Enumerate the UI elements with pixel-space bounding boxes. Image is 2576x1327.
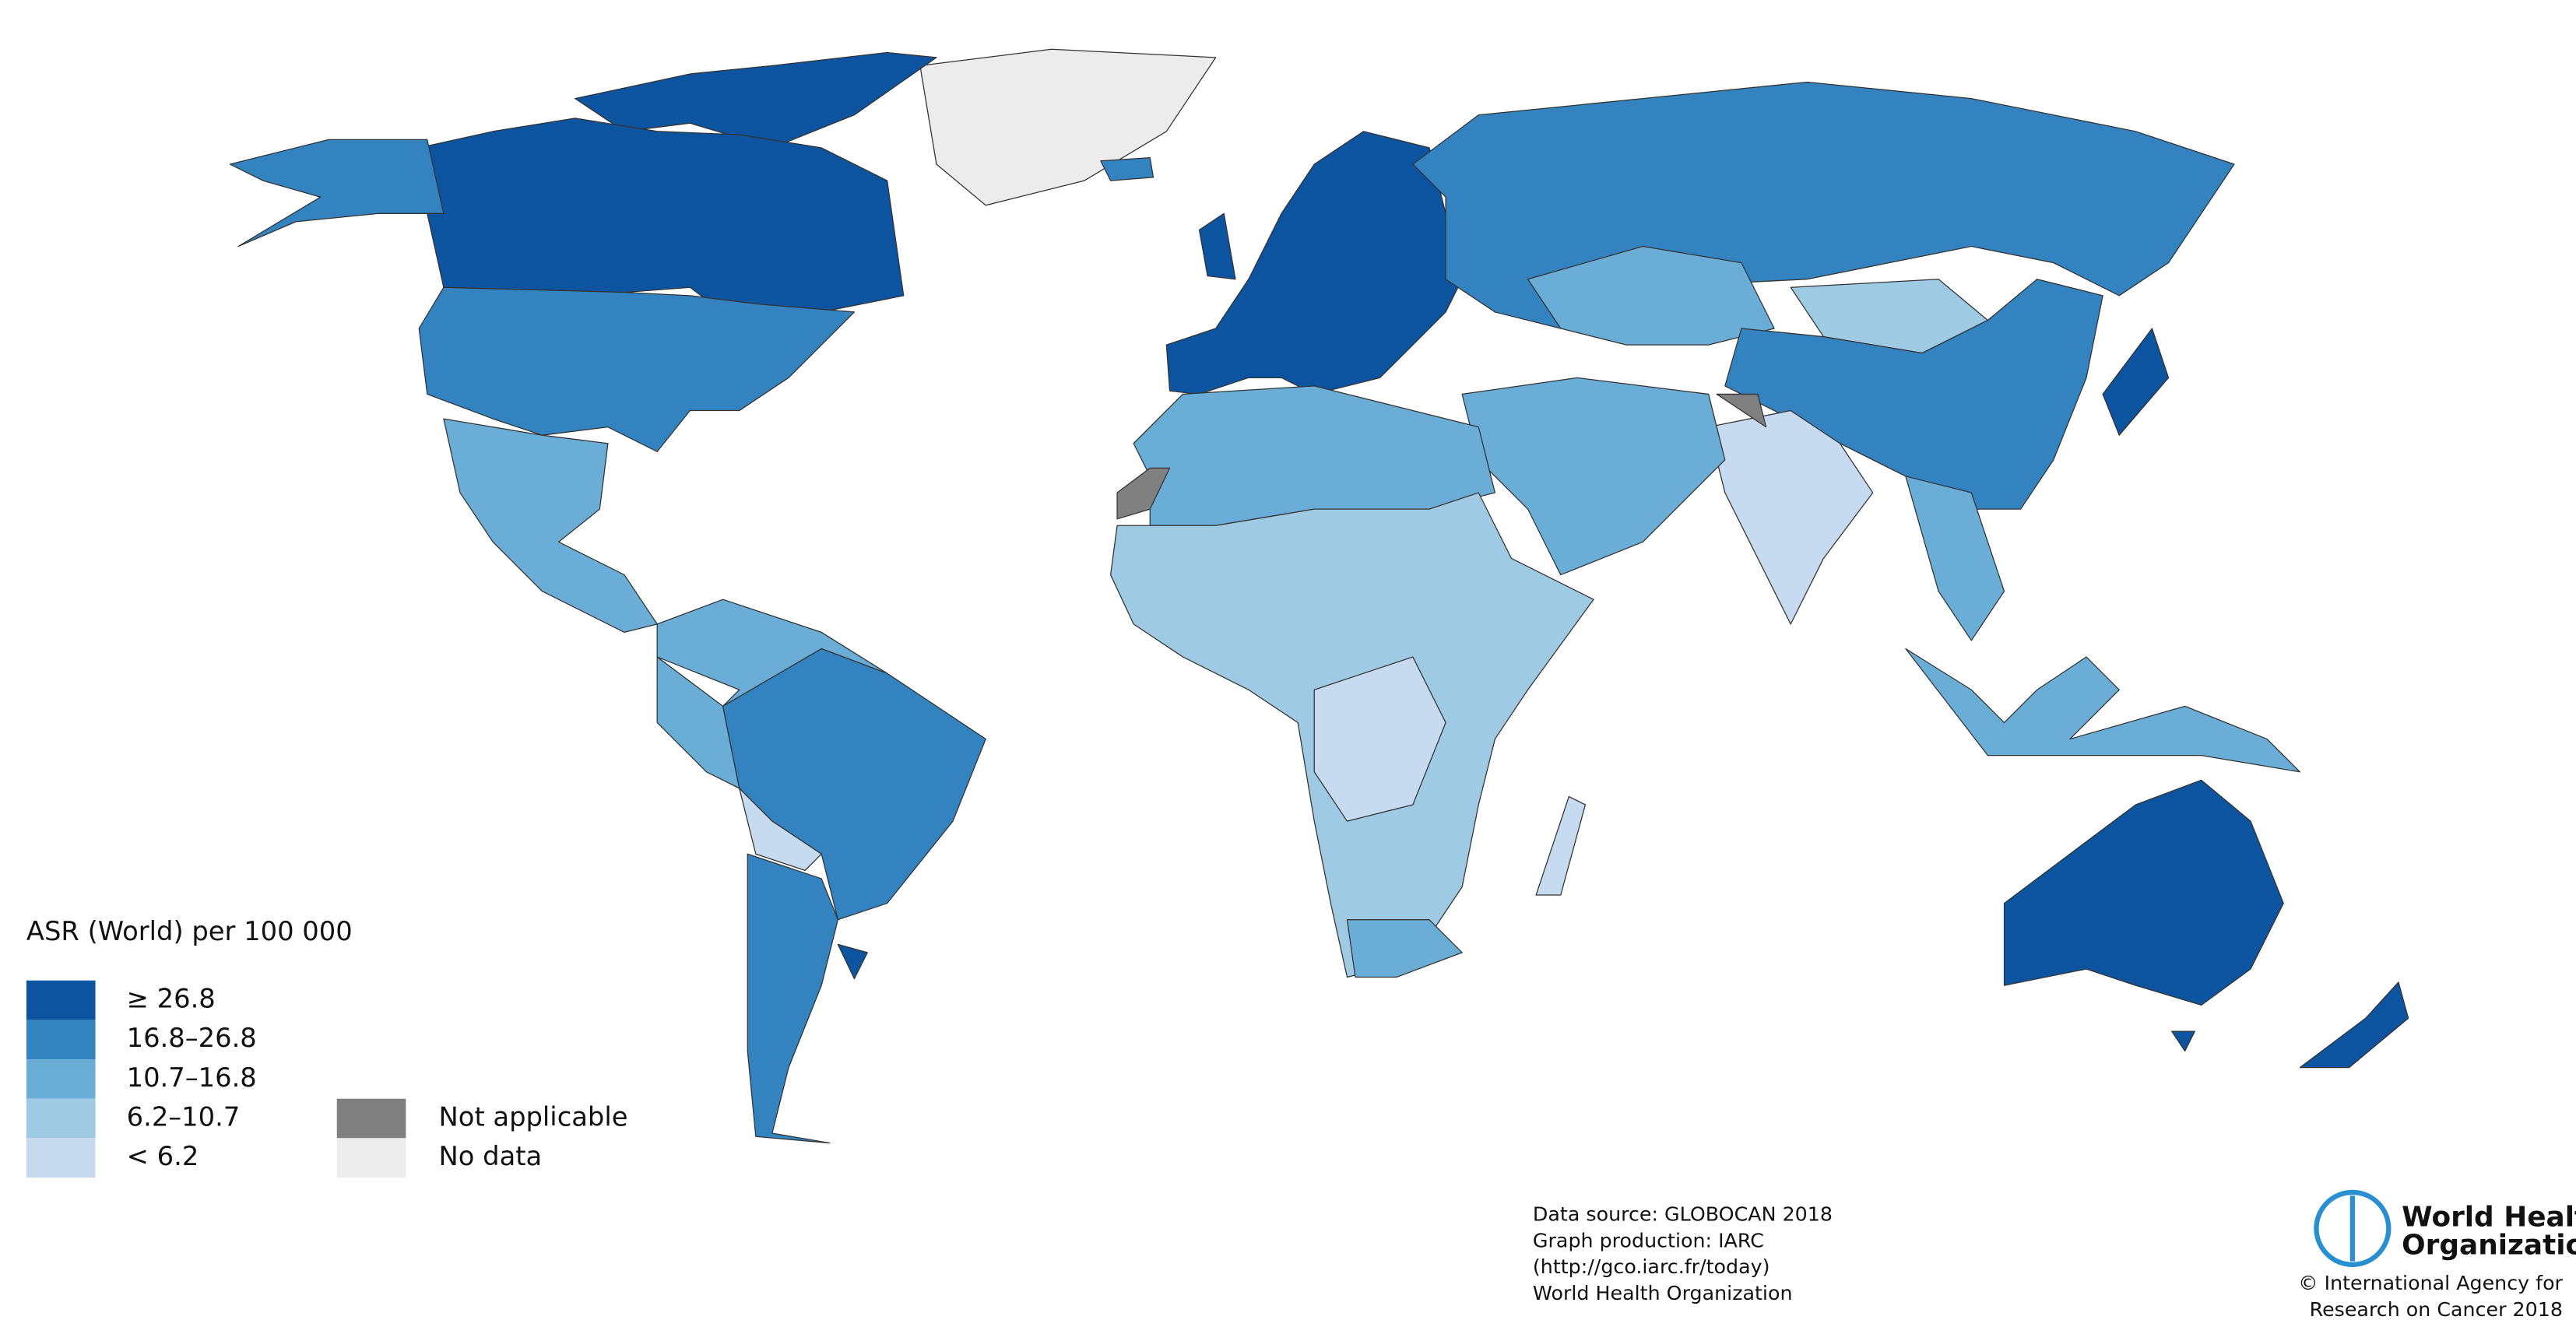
legend-swatch <box>26 1138 96 1178</box>
country <box>1905 648 2300 773</box>
country <box>1535 795 1587 896</box>
legend-swatch <box>26 1098 96 1139</box>
country <box>656 656 740 789</box>
legend-swatch <box>336 1138 406 1178</box>
legend-label: 16.8–26.8 <box>127 1023 257 1053</box>
legend-swatch <box>26 980 96 1020</box>
world-map <box>229 48 2409 1144</box>
country <box>1716 393 1767 428</box>
country <box>1133 385 1496 526</box>
country <box>1100 156 1154 181</box>
legend-swatch <box>26 1059 96 1099</box>
country <box>575 51 937 149</box>
country <box>2299 981 2409 1069</box>
country <box>443 418 658 634</box>
copyright-line: Research on Cancer 2018 <box>2310 1297 2563 1321</box>
country <box>1198 212 1236 280</box>
legend-label: ≥ 26.8 <box>127 984 216 1014</box>
country <box>2102 328 2170 436</box>
country <box>1313 656 1446 822</box>
legend-swatch <box>336 1098 406 1139</box>
logo-emblem <box>2314 1189 2391 1267</box>
country <box>919 48 1217 206</box>
country <box>1905 476 2005 641</box>
source-line: (http://gco.iarc.fr/today) <box>1533 1255 1770 1278</box>
legend-swatch <box>26 1020 96 1060</box>
source-line: Graph production: IARC <box>1533 1228 1764 1252</box>
legend-title: ASR (World) per 100 000 <box>26 916 353 946</box>
country <box>229 139 445 247</box>
logo-line: Organization <box>2402 1230 2576 1262</box>
legend-label: < 6.2 <box>127 1141 199 1171</box>
source-line: Data source: GLOBOCAN 2018 <box>1533 1202 1833 1226</box>
country <box>1116 467 1171 520</box>
logo-line: World Health <box>2402 1202 2576 1234</box>
legend-label: No data <box>439 1141 543 1171</box>
country <box>837 943 868 980</box>
country <box>2003 779 2284 1006</box>
country <box>2171 1030 2195 1052</box>
legend-label: 10.7–16.8 <box>127 1062 257 1093</box>
country <box>747 853 838 1144</box>
legend: ASR (World) per 100 000 ≥ 26.8 16.8–26.8 1… <box>26 916 628 1178</box>
copyright-line: © International Agency for <box>2298 1271 2563 1294</box>
country <box>1346 919 1463 978</box>
country <box>739 788 822 872</box>
legend-label: 6.2–10.7 <box>127 1102 241 1132</box>
country <box>418 286 856 452</box>
legend-label: Not applicable <box>439 1102 628 1132</box>
country <box>418 118 905 313</box>
who-logo <box>2314 1189 2391 1267</box>
country <box>1708 409 1874 625</box>
country <box>1461 377 1726 576</box>
copyright: © International Agency for Research on Ca… <box>2298 1271 2563 1321</box>
source-line: World Health Organization <box>1533 1281 1793 1304</box>
